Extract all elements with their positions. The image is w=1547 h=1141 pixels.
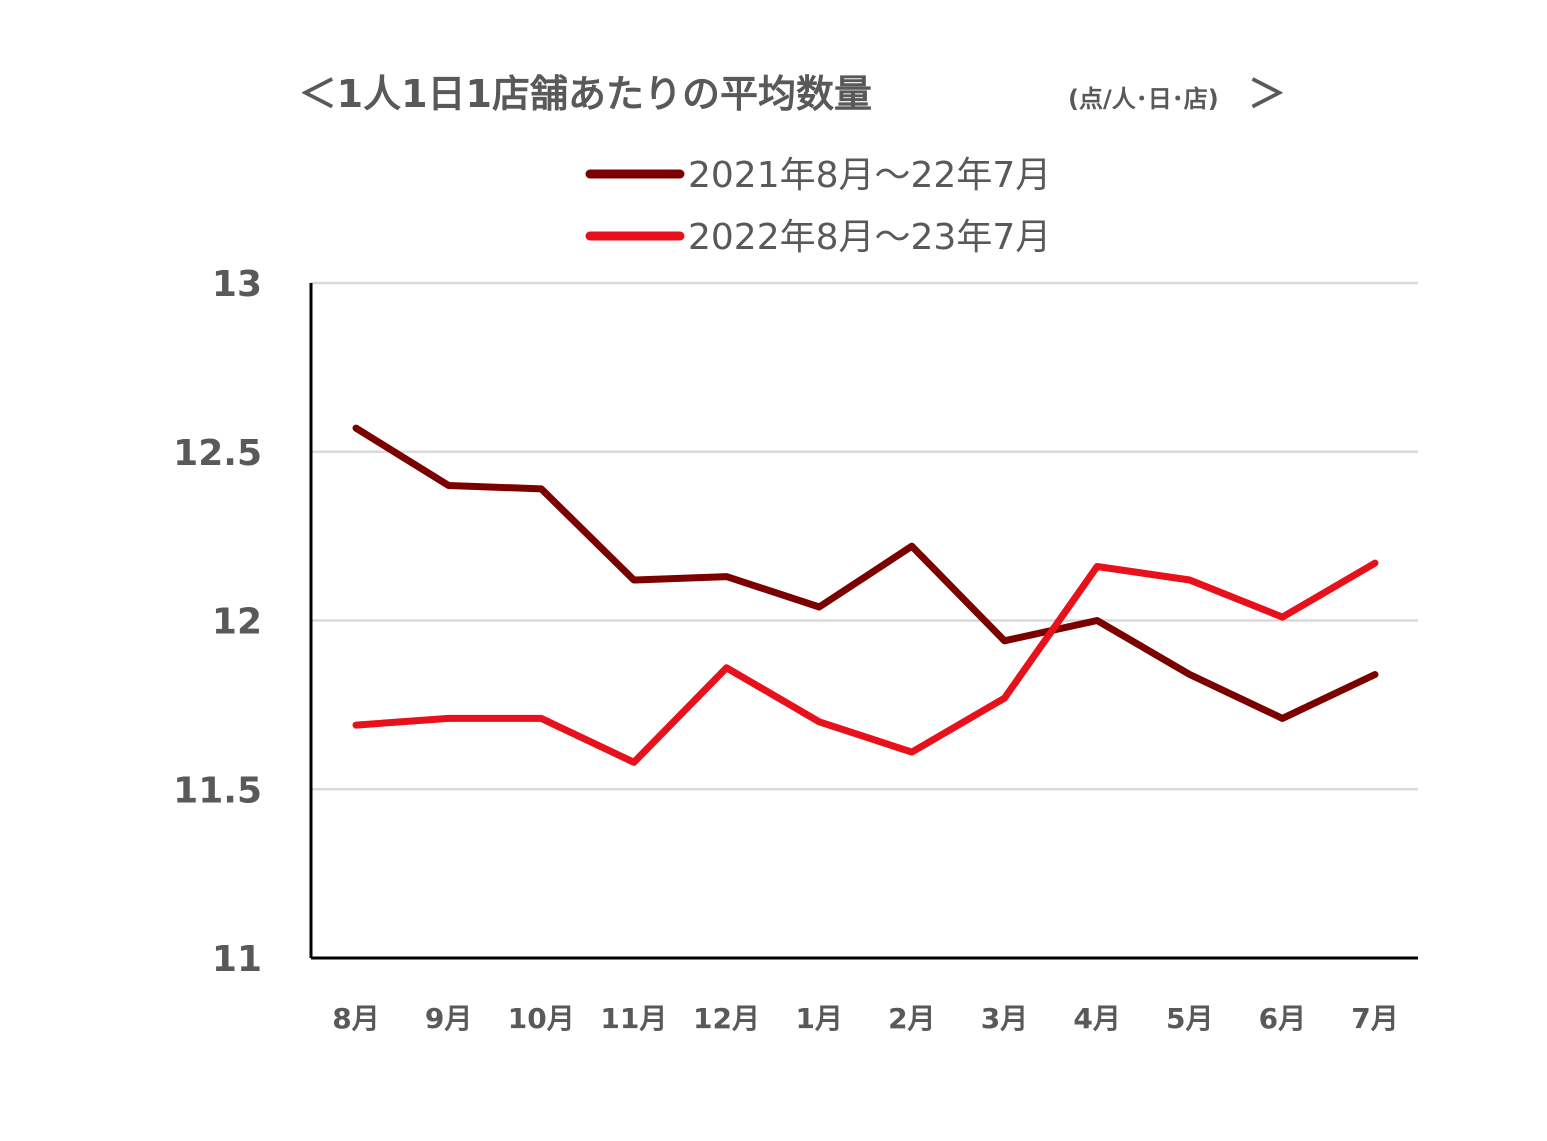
x-tick-label: 7月 <box>1351 1002 1398 1035</box>
series-line-1 <box>352 424 1379 722</box>
gridlines <box>311 281 1418 791</box>
x-tick-label: 5月 <box>1166 1002 1213 1035</box>
x-tick-label: 4月 <box>1073 1002 1120 1035</box>
y-tick-label: 12 <box>212 602 262 643</box>
chart-title-unit: (点/人･日･店) <box>1068 85 1219 113</box>
chart-title: ＜1人1日1店舗あたりの平均数量 (点/人･日･店) ＞ <box>299 72 1286 116</box>
x-tick-label: 3月 <box>981 1002 1028 1035</box>
x-tick-label: 2月 <box>888 1002 935 1035</box>
legend-item-series-2: 2022年8月～23年7月 <box>585 217 1051 258</box>
legend-label-series-1: 2021年8月～22年7月 <box>688 155 1051 196</box>
legend-label-series-2: 2022年8月～23年7月 <box>688 217 1051 258</box>
legend-item-series-1: 2021年8月～22年7月 <box>585 155 1051 196</box>
x-tick-label: 10月 <box>508 1002 575 1035</box>
x-tick-label: 12月 <box>693 1002 760 1035</box>
y-axis-ticks: 11 11.5 12 12.5 13 <box>173 264 262 980</box>
chart-title-close: ＞ <box>1248 72 1286 116</box>
x-tick-label: 8月 <box>332 1002 379 1035</box>
x-axis-ticks: 8月 9月 10月 11月 12月 1月 2月 3月 4月 5月 6月 7月 <box>332 1002 1398 1035</box>
y-tick-label: 12.5 <box>173 433 262 474</box>
y-tick-label: 13 <box>212 264 262 305</box>
y-tick-label: 11 <box>212 939 262 980</box>
chart-title-text: ＜1人1日1店舗あたりの平均数量 <box>299 72 872 116</box>
x-tick-label: 9月 <box>425 1002 472 1035</box>
x-tick-label: 6月 <box>1259 1002 1306 1035</box>
series-line-2 <box>352 559 1379 766</box>
x-tick-label: 1月 <box>795 1002 842 1035</box>
series-lines <box>352 424 1379 766</box>
legend: 2021年8月～22年7月 2022年8月～23年7月 <box>585 155 1051 258</box>
y-tick-label: 11.5 <box>173 770 262 811</box>
x-tick-label: 11月 <box>600 1002 667 1035</box>
